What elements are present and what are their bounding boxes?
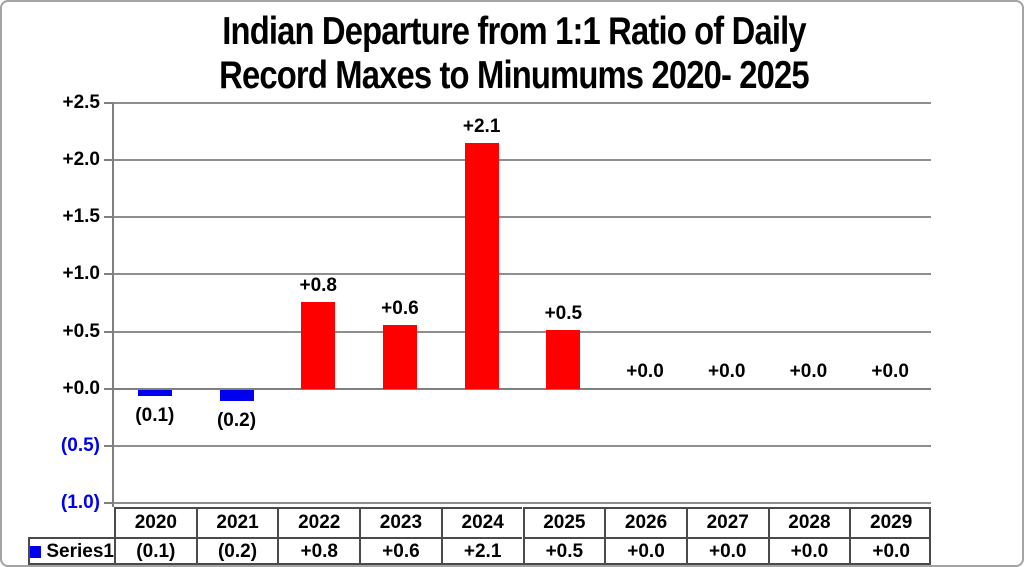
table-value-2023: +0.6	[359, 537, 441, 565]
gridline	[114, 444, 931, 447]
y-axis-tick	[104, 273, 114, 276]
table-value-2025: +0.5	[522, 537, 605, 565]
y-tick-label: +0.5	[62, 320, 100, 342]
y-tick-label: +2.5	[62, 92, 100, 113]
y-tick-label: +0.0	[62, 377, 100, 399]
table-year-header-2028: 2028	[767, 507, 850, 537]
table-year-header-2027: 2027	[685, 507, 768, 537]
gridline	[114, 502, 931, 504]
bar-label-2029: +0.0	[871, 360, 909, 382]
table-year-header-2021: 2021	[195, 507, 278, 537]
table-year-header-2029: 2029	[849, 507, 931, 537]
table-value-2024: +2.1	[440, 537, 523, 565]
bar-label-2023: +0.6	[381, 297, 419, 319]
table-value-2022: +0.8	[277, 537, 360, 565]
x-axis-zero-line	[114, 387, 931, 390]
y-axis-tick	[104, 216, 114, 219]
bar-label-2021: (0.2)	[216, 409, 257, 431]
table-value-2026: +0.0	[604, 537, 686, 565]
y-axis-tick	[104, 502, 114, 504]
gridline	[114, 159, 931, 162]
legend-series-label: Series1	[46, 541, 114, 562]
chart-title-line1: Indian Departure from 1:1 Ratio of Daily	[222, 10, 806, 53]
table-value-2028: +0.0	[767, 537, 850, 565]
chart-title: Indian Departure from 1:1 Ratio of Daily…	[84, 10, 944, 98]
bar-label-2020: (0.1)	[135, 404, 175, 426]
chart-title-line2: Record Maxes to Minumums 2020- 2025	[219, 54, 809, 97]
gridline	[114, 330, 931, 333]
bar-2022	[301, 302, 336, 389]
bar-label-2027: +0.0	[707, 360, 746, 382]
table-year-header-2023: 2023	[359, 507, 441, 537]
y-tick-label: +1.5	[62, 206, 100, 228]
data-table: 2020 (0.1) 2021 (0.2) 2022 +0.8 2023 +0.6 2024 +2…	[28, 507, 931, 565]
y-tick-label: (0.5)	[60, 434, 100, 456]
bar-label-2022: +0.8	[299, 275, 337, 297]
legend-cell: Series1	[28, 537, 114, 565]
table-value-2027: +0.0	[685, 537, 768, 565]
bar-label-2025: +0.5	[544, 302, 583, 324]
y-axis-tick	[104, 159, 114, 162]
bar-2025	[546, 329, 581, 389]
table-year-header-2024: 2024	[440, 507, 523, 537]
table-year-header-2020: 2020	[114, 507, 196, 537]
y-tick-label: (1.0)	[60, 492, 100, 513]
table-value-2029: +0.0	[849, 537, 931, 565]
y-axis-tick	[104, 444, 114, 447]
bar-label-2026: +0.0	[626, 360, 664, 382]
y-tick-label: +2.0	[62, 149, 100, 171]
table-year-header-2026: 2026	[604, 507, 686, 537]
y-axis-line	[112, 103, 114, 507]
legend-swatch-icon	[30, 546, 42, 558]
bar-label-2028: +0.0	[789, 360, 828, 382]
table-value-2021: (0.2)	[195, 537, 278, 565]
gridline	[114, 273, 931, 276]
gridline	[114, 102, 931, 104]
gridline	[114, 216, 931, 219]
table-year-header-2022: 2022	[277, 507, 360, 537]
bar-2020	[137, 389, 172, 396]
bar-2023	[382, 324, 417, 389]
y-axis-tick	[104, 330, 114, 333]
y-tick-label: +1.0	[62, 263, 100, 285]
table-value-2020: (0.1)	[114, 537, 196, 565]
bar-2021	[219, 389, 254, 401]
bar-label-2024: +2.1	[462, 116, 501, 137]
table-year-header-2025: 2025	[522, 507, 605, 537]
y-axis-tick	[104, 387, 114, 390]
y-axis-tick	[104, 102, 114, 104]
bar-2024	[464, 143, 499, 389]
